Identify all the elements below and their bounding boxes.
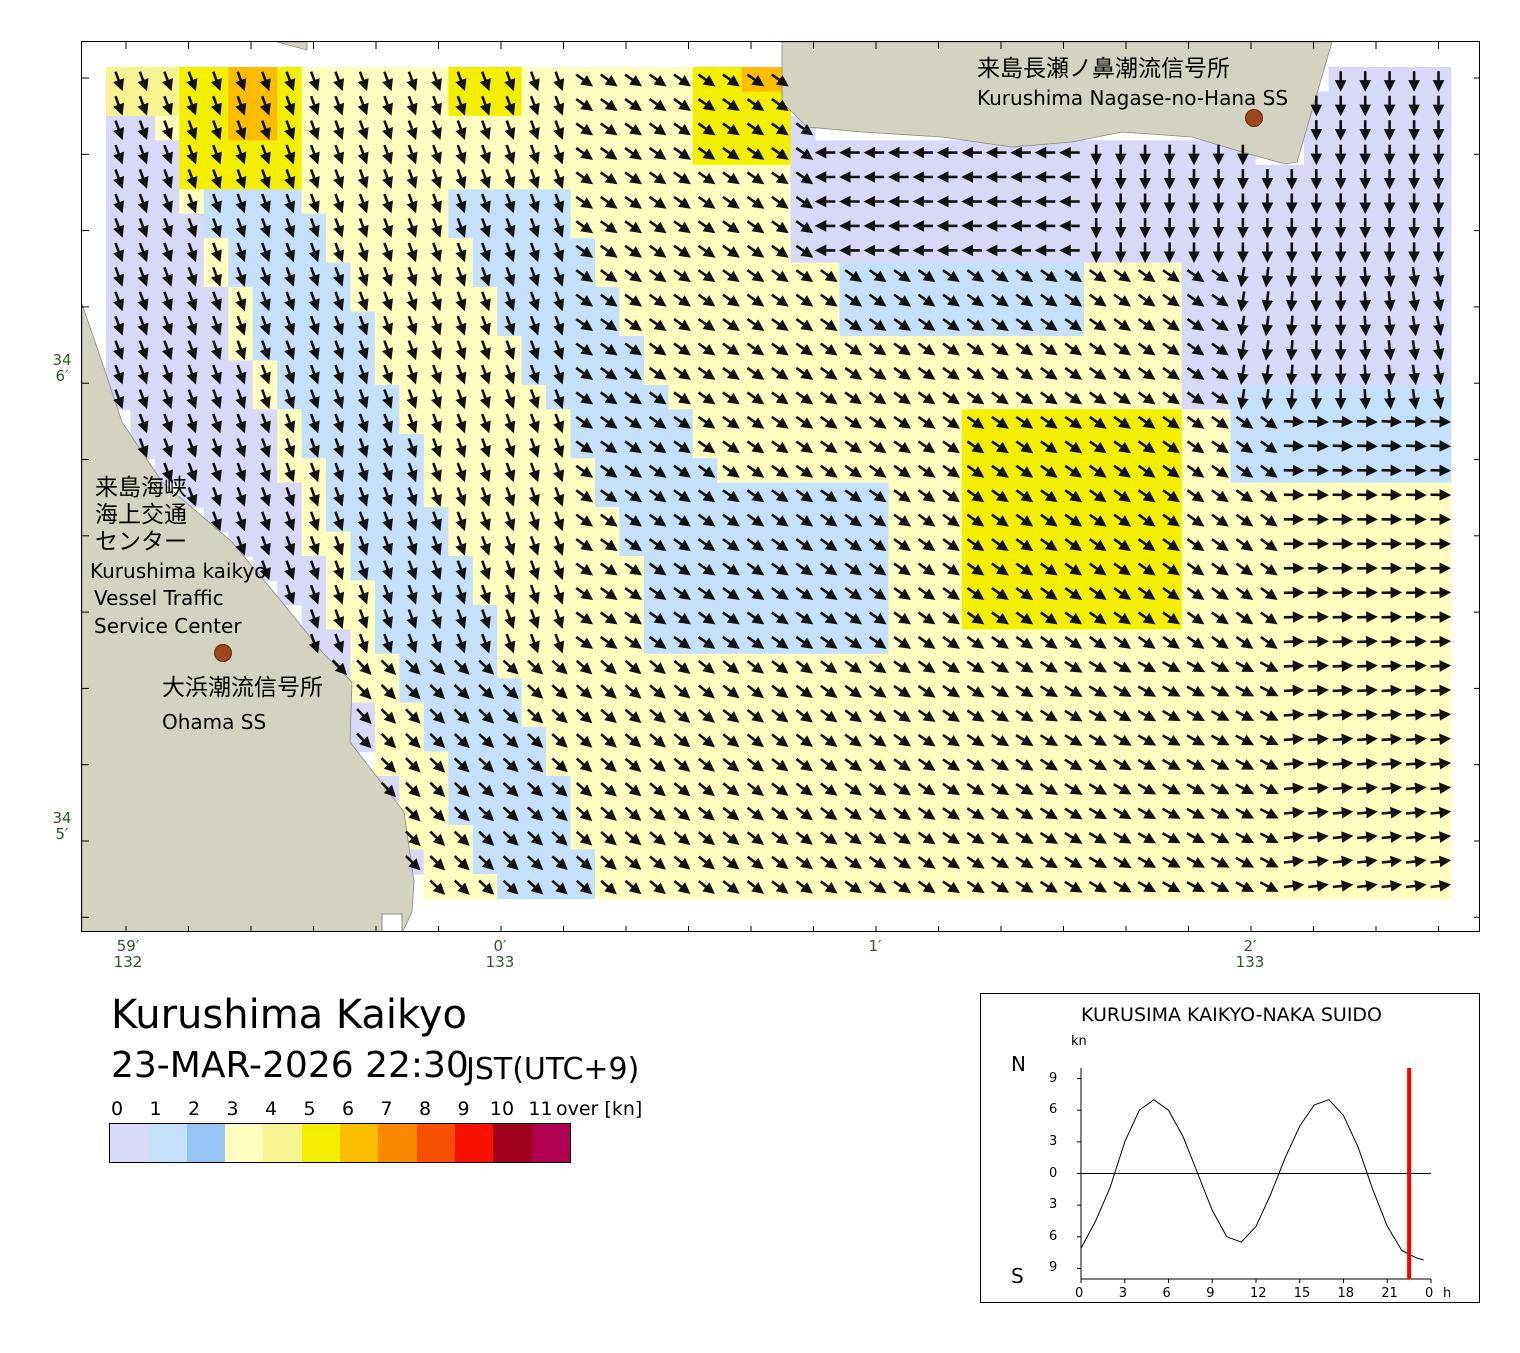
y-tick-label: 3: [1049, 1133, 1058, 1149]
lon-min: 0′: [493, 937, 507, 955]
nagase-station-label-jp: 来島長瀬ノ鼻潮流信号所: [977, 56, 1230, 82]
chart-ylabel: kn: [1071, 1034, 1087, 1049]
legend-tick: 6: [341, 1098, 355, 1120]
legend-tick: 7: [380, 1098, 393, 1120]
lon-deg: 133: [485, 953, 515, 971]
land-fragment: [276, 42, 308, 51]
legend-swatch: [378, 1124, 417, 1162]
x-tick-label: 9: [1206, 1286, 1215, 1301]
speed-color-legend: [109, 1123, 571, 1163]
tide-curve-plot: [1077, 1068, 1432, 1283]
lon-min: 1′: [868, 937, 882, 955]
lat-min: 5′: [55, 825, 69, 843]
lat-label-34-5: 34 5′: [48, 810, 76, 842]
legend-swatch: [224, 1124, 264, 1162]
legend-swatch: [416, 1124, 455, 1162]
forecast-datetime: 23-MAR-2026 22:30: [111, 1045, 469, 1086]
x-tick-label: 0: [1075, 1286, 1084, 1301]
nagase-station-marker[interactable]: [1245, 109, 1263, 127]
current-arrows: [113, 71, 1452, 895]
ohama-station-marker[interactable]: [214, 644, 232, 662]
current-vector-field: [82, 42, 1479, 931]
lat-deg: 34: [52, 809, 72, 827]
legend-tick: 8: [418, 1098, 432, 1120]
lon-min: 2′: [1243, 937, 1257, 955]
y-tick-label: 9: [1049, 1070, 1058, 1086]
legend-swatch: [186, 1124, 225, 1162]
ohama-station-label-jp: 大浜潮流信号所: [162, 675, 323, 701]
south-label: S: [1011, 1264, 1024, 1288]
vtc-label-jp-2: 海上交通: [95, 502, 187, 528]
vtc-label-en-3: Service Center: [94, 614, 242, 638]
legend-tick: 11: [528, 1098, 553, 1120]
x-tick-label: 21: [1381, 1286, 1398, 1301]
x-tick-label: 18: [1337, 1286, 1355, 1301]
legend-tick: 3: [226, 1098, 239, 1120]
lon-label-133-1: 1′: [855, 938, 895, 954]
land-umashima: [781, 42, 1333, 165]
chart-x-unit: h: [1443, 1286, 1452, 1301]
chart-title: KURUSIMA KAIKYO-NAKA SUIDO: [1081, 1004, 1383, 1026]
lon-label-133-0: 0′ 133: [480, 938, 520, 970]
legend-swatch: [148, 1124, 187, 1162]
x-tick-label: 6: [1162, 1286, 1171, 1301]
y-tick-label: 0: [1049, 1165, 1058, 1181]
island-small: [381, 913, 403, 931]
legend-tick: 4: [264, 1098, 278, 1120]
legend-swatch: [493, 1124, 532, 1162]
lon-min: 59′: [116, 937, 140, 955]
lon-deg: 132: [113, 953, 143, 971]
x-tick-label: 0: [1425, 1286, 1434, 1301]
legend-tick: 0: [110, 1098, 124, 1120]
nagase-station-label-en: Kurushima Nagase-no-Hana SS: [977, 86, 1289, 110]
lon-label-132-59: 59′ 132: [108, 938, 148, 970]
frame-ticks: [82, 42, 1479, 931]
lat-label-34-6: 34 6′: [48, 352, 76, 384]
tidal-current-map[interactable]: 来島長瀬ノ鼻潮流信号所 Kurushima Nagase-no-Hana SS …: [81, 41, 1480, 932]
vtc-label-jp-1: 来島海峡: [95, 475, 187, 501]
legend-tick: 1: [149, 1098, 162, 1120]
north-label: N: [1011, 1052, 1026, 1076]
y-tick-label: 6: [1049, 1228, 1058, 1244]
legend-tick: 2: [187, 1098, 201, 1120]
timezone-label: JST(UTC+9): [466, 1052, 640, 1087]
legend-unit: over [kn]: [556, 1098, 643, 1120]
lon-label-133-2: 2′ 133: [1230, 938, 1270, 970]
land-oshima: [82, 303, 415, 931]
vtc-label-en-2: Vessel Traffic: [94, 586, 224, 610]
y-tick-label: 9: [1049, 1260, 1058, 1276]
tidal-current-chart: KURUSIMA KAIKYO-NAKA SUIDO kn N S 9 6 3 0 3 6…: [980, 993, 1480, 1303]
legend-swatch: [110, 1124, 149, 1162]
area-title: Kurushima Kaikyo: [111, 992, 467, 1038]
lon-deg: 133: [1235, 953, 1265, 971]
lat-min: 6′: [55, 367, 69, 385]
legend-swatch: [301, 1124, 340, 1162]
legend-swatch: [339, 1124, 379, 1162]
ohama-station-label-en: Ohama SS: [162, 710, 267, 734]
legend-tick: 9: [457, 1098, 470, 1120]
legend-tick: 10: [489, 1098, 515, 1120]
x-tick-label: 3: [1118, 1286, 1128, 1301]
legend-swatch: [531, 1124, 570, 1162]
vtc-label-en-1: Kurushima kaikyo: [90, 559, 267, 583]
x-tick-label: 15: [1293, 1286, 1311, 1301]
legend-swatch: [454, 1124, 494, 1162]
y-tick-label: 3: [1049, 1197, 1058, 1213]
vtc-label-jp-3: センター: [95, 529, 187, 555]
y-tick-label: 6: [1049, 1102, 1058, 1118]
tide-curve: [1080, 1099, 1424, 1261]
x-tick-label: 12: [1250, 1286, 1267, 1301]
legend-swatch: [263, 1124, 302, 1162]
lat-deg: 34: [52, 351, 72, 369]
legend-tick: 5: [303, 1098, 316, 1120]
